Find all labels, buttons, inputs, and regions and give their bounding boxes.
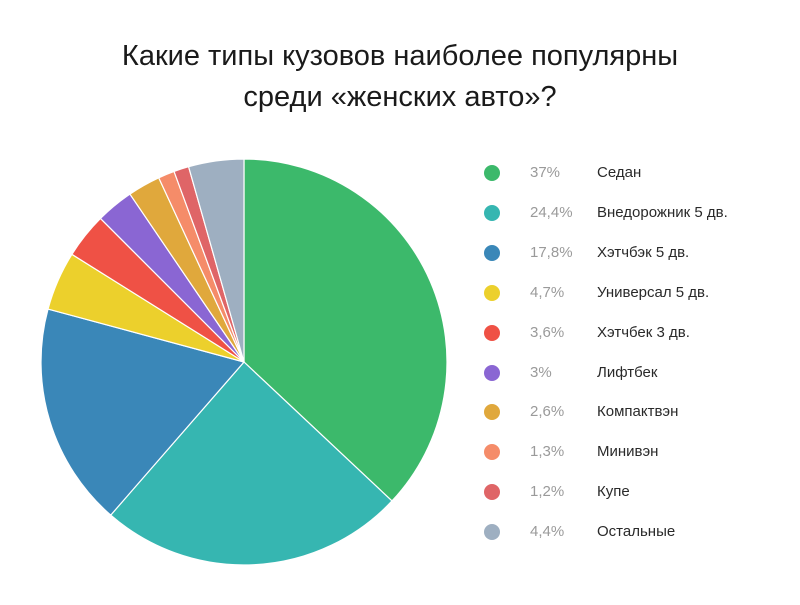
pie-slice	[187, 158, 245, 363]
legend-color-dot	[484, 484, 500, 501]
chart-title: Какие типы кузовов наиболее популярны ср…	[0, 36, 800, 118]
legend-value: 4,4%	[530, 523, 565, 541]
legend-label: Хэтчбек 3 дв.	[597, 323, 690, 341]
legend-value: 17,8%	[530, 243, 573, 261]
legend-label: Седан	[597, 164, 642, 181]
legend-value: 4,7%	[530, 283, 565, 301]
legend-label: Купе	[597, 483, 630, 501]
legend-item: 24,4% Внедорожник 5 дв.	[484, 203, 784, 223]
legend-value: 1,3%	[530, 443, 565, 461]
legend-color-dot	[484, 324, 500, 341]
legend-item: 3% Лифтбек	[484, 363, 784, 383]
legend-value: 37%	[530, 164, 561, 181]
pie-slice	[40, 308, 245, 516]
legend-item: 1,3% Минивэн	[484, 442, 784, 462]
legend-item: 17,8% Хэтчбэк 5 дв.	[484, 243, 784, 263]
legend-item: 4,7% Универсал 5 дв.	[484, 283, 784, 303]
legend-item: 37% Седан	[484, 163, 784, 183]
legend-value: 1,2%	[530, 483, 565, 501]
legend-color-dot	[484, 364, 500, 381]
legend-value: 24,4%	[530, 203, 573, 221]
legend-item: 3,6% Хэтчбек 3 дв.	[484, 323, 784, 343]
pie-slice	[243, 158, 448, 502]
legend-color-dot	[484, 444, 500, 461]
legend-label: Лифтбек	[597, 363, 658, 381]
legend-label: Остальные	[597, 523, 676, 541]
legend-label: Хэтчбэк 5 дв.	[597, 243, 690, 261]
legend-label: Минивэн	[597, 443, 659, 461]
legend-color-dot	[484, 524, 500, 541]
legend-label: Компактвэн	[597, 403, 679, 421]
legend-color-dot	[484, 165, 500, 181]
chart-title-line-2: среди «женских авто»?	[243, 81, 557, 113]
legend-label: Внедорожник 5 дв.	[597, 203, 728, 221]
chart-title-line-1: Какие типы кузовов наиболее популярны	[121, 40, 679, 72]
legend-color-dot	[484, 204, 500, 221]
legend-label: Универсал 5 дв.	[597, 283, 710, 301]
pie-slice	[110, 361, 393, 566]
legend-item: 2,6% Компактвэн	[484, 402, 784, 422]
legend-color-dot	[484, 244, 500, 261]
legend-item: 4,4% Остальные	[484, 522, 784, 542]
legend-value: 3%	[530, 363, 552, 381]
legend-color-dot	[484, 284, 500, 301]
legend-color-dot	[484, 404, 500, 421]
legend-value: 3,6%	[530, 323, 565, 341]
legend-item: 1,2% Купе	[484, 482, 784, 502]
legend-value: 2,6%	[530, 403, 565, 421]
